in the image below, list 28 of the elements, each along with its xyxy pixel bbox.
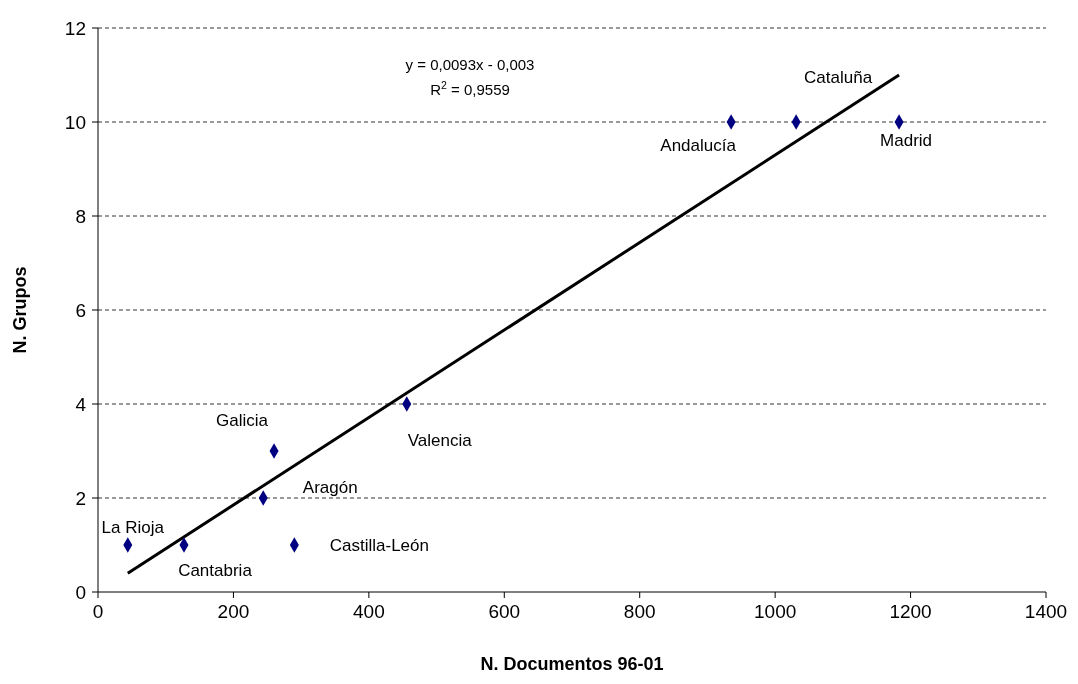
annotation: Galicia bbox=[216, 410, 269, 430]
y-tick-label: 12 bbox=[64, 17, 86, 39]
y-tick-label: 0 bbox=[75, 581, 86, 603]
x-tick-label: 400 bbox=[353, 601, 385, 622]
annotation: Aragón bbox=[302, 477, 358, 497]
x-tick-label: 1400 bbox=[1024, 601, 1068, 622]
annotation: Madrid bbox=[880, 130, 933, 150]
x-tick-label: 200 bbox=[217, 601, 250, 622]
annotation: R$^{2}$ = 0,9559 bbox=[430, 79, 510, 98]
annotation: Cataluña bbox=[804, 67, 873, 87]
annotation: Valencia bbox=[407, 430, 473, 450]
y-tick-label: 4 bbox=[75, 393, 87, 415]
x-tick-label: 0 bbox=[92, 601, 104, 622]
x-tick-label: 1000 bbox=[754, 601, 797, 622]
y-axis-title: N. Grupos bbox=[10, 266, 30, 354]
y-tick-label: 2 bbox=[75, 487, 86, 509]
annotation: y = 0,0093x - 0,003 bbox=[405, 56, 535, 73]
x-tick-label: 600 bbox=[488, 601, 521, 622]
annotation: La Rioja bbox=[101, 517, 165, 537]
y-tick-label: 10 bbox=[64, 111, 86, 133]
annotation: Andalucía bbox=[660, 135, 737, 155]
x-tick-label: 1200 bbox=[889, 601, 932, 622]
y-tick-label: 8 bbox=[75, 205, 86, 227]
y-tick-label: 6 bbox=[75, 299, 86, 321]
annotation: Castilla-León bbox=[329, 535, 429, 555]
x-tick-label: 800 bbox=[623, 601, 656, 622]
x-axis-title: N. Documentos 96-01 bbox=[480, 654, 664, 674]
annotation: Cantabria bbox=[178, 560, 253, 580]
